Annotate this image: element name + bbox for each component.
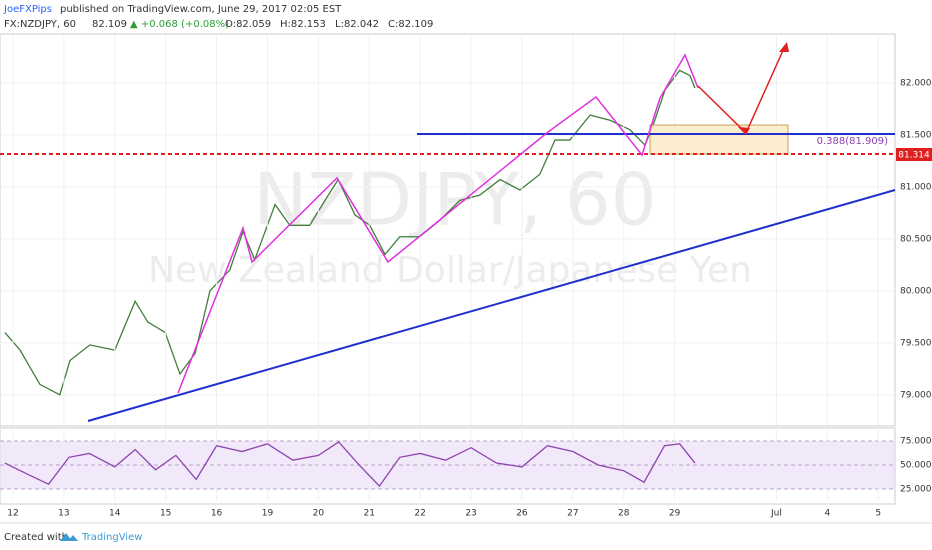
brand[interactable]: TradingView bbox=[81, 532, 142, 543]
fib-label: 0.388(81.909) bbox=[817, 136, 889, 147]
open: O:82.059 bbox=[225, 19, 271, 30]
published: published on TradingView.com, June 29, 2… bbox=[60, 4, 342, 15]
x-tick-label: 16 bbox=[211, 509, 223, 519]
x-tick-label: 23 bbox=[465, 509, 476, 519]
y-tick-label: 75.0000 bbox=[900, 436, 932, 446]
y-tick-label: 79.000 bbox=[900, 390, 932, 400]
trendline bbox=[87, 189, 896, 422]
last: 82.109 bbox=[92, 19, 127, 30]
price-pane bbox=[0, 33, 896, 427]
x-tick-label: 13 bbox=[58, 509, 69, 519]
y-tick-label: 81.500 bbox=[900, 130, 932, 140]
y-tick-label: 80.500 bbox=[900, 234, 932, 244]
y-tick-label: 80.000 bbox=[900, 286, 932, 296]
symbol: FX:NZDJPY, 60 bbox=[4, 19, 76, 30]
x-tick-label: 21 bbox=[364, 509, 375, 519]
x-tick-label: 19 bbox=[262, 509, 274, 519]
close: C:82.109 bbox=[388, 19, 433, 30]
low: L:82.042 bbox=[335, 19, 379, 30]
demand-zone bbox=[649, 124, 789, 155]
x-tick-label: 27 bbox=[567, 509, 578, 519]
x-tick-label: 5 bbox=[875, 509, 881, 519]
x-tick-label: 29 bbox=[669, 509, 681, 519]
created-with: Created with bbox=[4, 532, 68, 543]
series-line bbox=[4, 441, 696, 488]
x-tick-label: 22 bbox=[414, 509, 425, 519]
x-tick-label: 28 bbox=[618, 509, 630, 519]
y-tick-label: 25.0000 bbox=[900, 484, 932, 494]
author[interactable]: JoeFXPips bbox=[3, 4, 52, 15]
zigzag bbox=[177, 53, 699, 394]
x-tick-label: Jul bbox=[770, 509, 782, 519]
x-tick-label: 4 bbox=[824, 509, 830, 519]
high: H:82.153 bbox=[280, 19, 326, 30]
y-tick-label: 50.0000 bbox=[900, 460, 932, 470]
level-tag bbox=[896, 148, 932, 161]
x-tick-label: 12 bbox=[7, 509, 18, 519]
y-tick-label: 82.000 bbox=[900, 78, 932, 88]
arrow-head bbox=[779, 42, 789, 52]
watermark-name: New Zealand Dollar/Japanese Yen bbox=[148, 250, 752, 291]
level-tag-text: 81.314 bbox=[898, 151, 930, 161]
x-tick-label: 26 bbox=[516, 509, 528, 519]
watermark-ticker: NZDJPY, 60 bbox=[253, 158, 656, 242]
x-tick-label: 15 bbox=[160, 509, 171, 519]
x-tick-label: 20 bbox=[313, 509, 325, 519]
series-line bbox=[4, 69, 696, 396]
y-tick-label: 81.000 bbox=[900, 182, 932, 192]
x-tick-label: 14 bbox=[109, 509, 121, 519]
change: ▲ +0.068 (+0.08%) bbox=[130, 19, 229, 30]
y-tick-label: 79.500 bbox=[900, 338, 932, 348]
logo bbox=[60, 533, 78, 541]
arrow-head bbox=[738, 127, 750, 135]
